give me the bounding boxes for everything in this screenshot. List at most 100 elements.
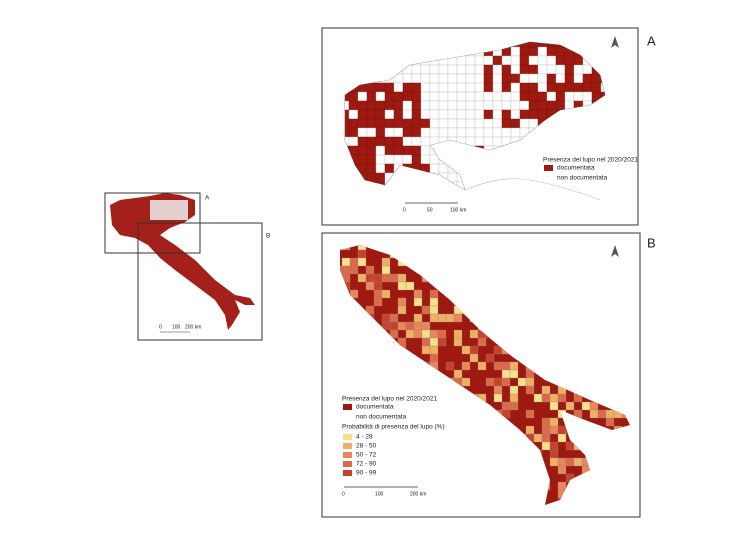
grid-cell bbox=[366, 46, 377, 57]
grid-cell bbox=[381, 265, 391, 275]
grid-cell bbox=[348, 154, 359, 165]
grid-cell bbox=[597, 441, 607, 451]
grid-cell bbox=[492, 109, 503, 120]
grid-cell bbox=[420, 73, 431, 84]
grid-cell bbox=[600, 163, 605, 174]
grid-cell bbox=[492, 46, 503, 57]
grid-cell bbox=[456, 55, 467, 66]
grid-cell bbox=[517, 345, 527, 355]
grid-cell bbox=[456, 154, 467, 165]
grid-cell bbox=[589, 297, 599, 307]
grid-cell bbox=[366, 145, 377, 156]
grid-cell bbox=[405, 361, 415, 371]
scale-label: 100 km bbox=[450, 207, 466, 213]
grid-cell bbox=[411, 145, 422, 156]
scale-label: 0 bbox=[159, 324, 162, 330]
grid-cell bbox=[421, 273, 431, 283]
grid-cell bbox=[373, 281, 383, 291]
grid-cell bbox=[411, 82, 422, 93]
grid-cell bbox=[366, 64, 377, 75]
grid-cell bbox=[528, 163, 539, 174]
grid-cell bbox=[541, 289, 551, 299]
grid-cell bbox=[493, 481, 503, 491]
grid-cell bbox=[402, 55, 413, 66]
grid-cell bbox=[420, 82, 431, 93]
grid-cell bbox=[429, 265, 439, 275]
grid-cell bbox=[389, 441, 399, 451]
grid-cell bbox=[447, 64, 458, 75]
grid-cell bbox=[573, 457, 583, 467]
grid-cell bbox=[605, 409, 615, 419]
grid-cell bbox=[597, 249, 607, 259]
grid-cell bbox=[465, 82, 476, 93]
grid-cell bbox=[483, 100, 494, 111]
grid-cell bbox=[341, 385, 351, 395]
grid-cell bbox=[629, 497, 630, 505]
grid-cell bbox=[537, 55, 548, 66]
grid-cell bbox=[474, 109, 485, 120]
grid-cell bbox=[629, 281, 630, 291]
grid-cell bbox=[429, 441, 439, 451]
grid-cell bbox=[477, 281, 487, 291]
grid-cell bbox=[492, 118, 503, 129]
grid-cell bbox=[375, 91, 386, 102]
grid-cell bbox=[402, 91, 413, 102]
grid-cell bbox=[348, 109, 359, 120]
grid-cell bbox=[397, 465, 407, 475]
grid-cell bbox=[357, 172, 368, 183]
legend-title: Presenza del lupo nel 2020/2021 bbox=[543, 157, 638, 164]
grid-cell bbox=[365, 313, 375, 323]
probability-legend: 4 - 28 28 - 50 50 - 72 72 - 90 90 - 99 bbox=[343, 434, 377, 477]
grid-cell bbox=[411, 91, 422, 102]
grid-cell bbox=[517, 481, 527, 491]
grid-cell bbox=[613, 385, 623, 395]
grid-cell bbox=[345, 127, 350, 138]
grid-cell bbox=[366, 154, 377, 165]
grid-cell bbox=[389, 361, 399, 371]
grid-cell bbox=[605, 465, 615, 475]
frame-b-label: B bbox=[266, 233, 270, 240]
grid-cell bbox=[393, 42, 404, 48]
grid-cell bbox=[537, 46, 548, 57]
grid-cell bbox=[565, 425, 575, 435]
grid-cell bbox=[591, 145, 602, 156]
grid-cell bbox=[384, 145, 395, 156]
grid-cell bbox=[461, 489, 471, 499]
grid-cell bbox=[621, 449, 630, 459]
grid-cell bbox=[465, 154, 476, 165]
grid-cell bbox=[402, 163, 413, 174]
grid-cell bbox=[469, 433, 479, 443]
grid-cell bbox=[397, 361, 407, 371]
grid-cell bbox=[389, 353, 399, 363]
grid-cell bbox=[486, 506, 494, 514]
grid-cell bbox=[453, 337, 463, 347]
grid-cell bbox=[429, 136, 440, 147]
grid-cell bbox=[341, 497, 351, 505]
grid-cell bbox=[437, 481, 447, 491]
grid-cell bbox=[557, 497, 567, 505]
legend-swatch bbox=[343, 443, 352, 449]
grid-cell bbox=[437, 337, 447, 347]
grid-cell bbox=[411, 172, 422, 183]
grid-cell bbox=[381, 441, 391, 451]
grid-cell bbox=[549, 289, 559, 299]
grid-cell bbox=[341, 281, 351, 291]
grid-cell bbox=[555, 109, 566, 120]
grid-cell bbox=[469, 245, 479, 251]
grid-cell bbox=[477, 361, 487, 371]
grid-cell bbox=[474, 127, 485, 138]
grid-cell bbox=[357, 489, 367, 499]
grid-cell bbox=[555, 118, 566, 129]
grid-cell bbox=[348, 73, 359, 84]
grid-cell bbox=[469, 353, 479, 363]
grid-cell bbox=[349, 305, 359, 315]
grid-cell bbox=[453, 249, 463, 259]
grid-cell bbox=[429, 42, 440, 48]
grid-cell bbox=[510, 172, 521, 183]
grid-cell bbox=[403, 191, 412, 200]
grid-cell bbox=[581, 281, 591, 291]
grid-cell bbox=[437, 465, 447, 475]
grid-cell bbox=[438, 73, 449, 84]
grid-cell bbox=[469, 449, 479, 459]
frame-b bbox=[137, 222, 263, 341]
